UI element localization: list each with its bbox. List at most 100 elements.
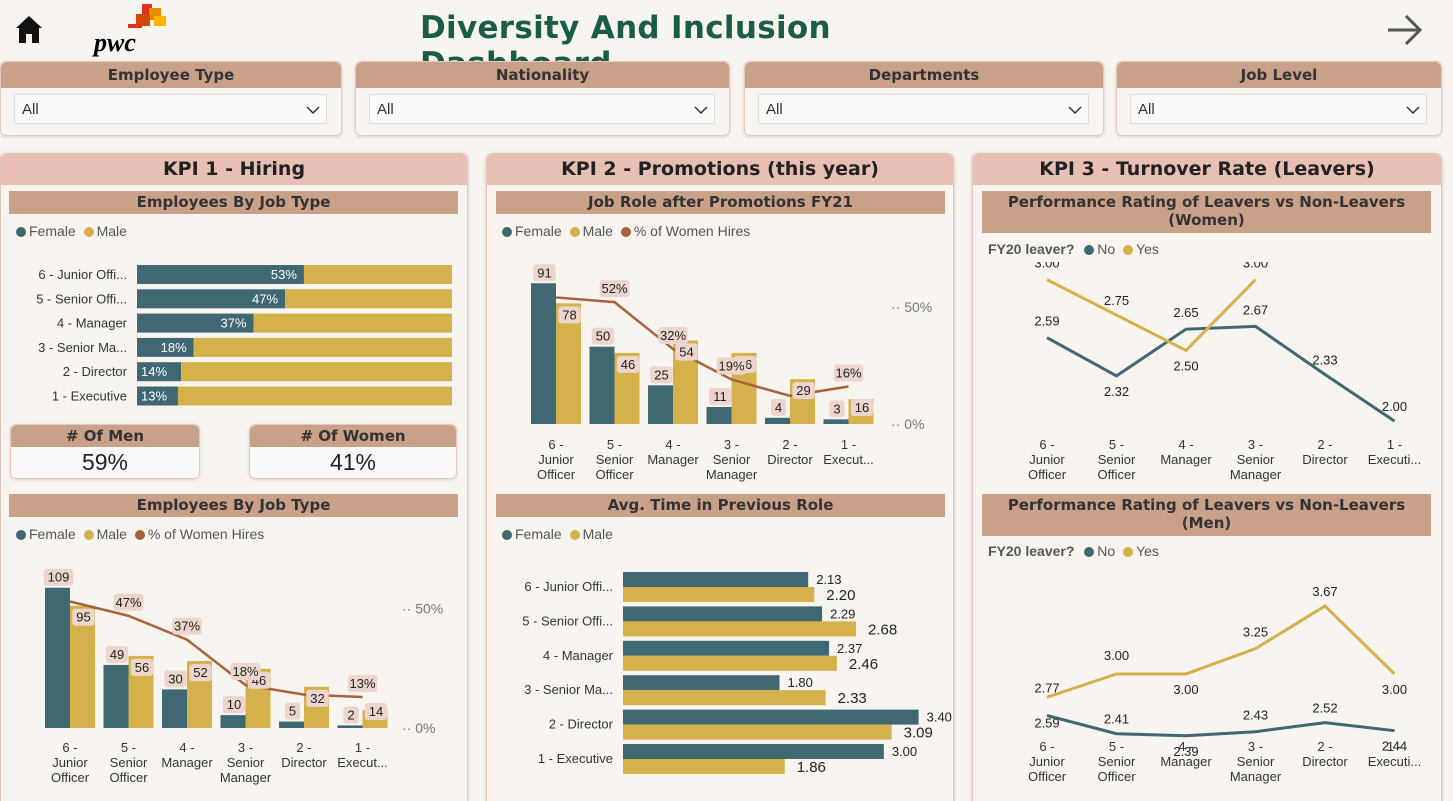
bar-male (303, 265, 452, 284)
data-label-female-bg (105, 645, 129, 663)
data-label-female: 2 (347, 707, 354, 722)
category-label: Director (281, 755, 327, 770)
data-label-male: 46 (621, 357, 635, 372)
category-label: Senior (1237, 452, 1275, 467)
data-label-male-bg (616, 355, 640, 373)
data-label-male: 56 (135, 660, 149, 675)
bar-female (623, 675, 780, 691)
bar-female (137, 337, 194, 357)
category-label: 2 - (1317, 437, 1332, 452)
job-level-dropdown[interactable]: All (1130, 94, 1427, 124)
legend-women-hires: % of Women Hires (134, 526, 264, 542)
data-label-male: 95 (76, 610, 90, 625)
category-label: Senior (713, 452, 751, 467)
category-label: Senior (1098, 754, 1136, 769)
arrow-right-icon[interactable] (1384, 10, 1424, 50)
data-label-male: 1.86 (797, 759, 826, 776)
category-label: Officer (109, 770, 148, 785)
legend-yes: Yes (1123, 543, 1159, 559)
promotions-combo-chart: ·· 50%·· 0%9178504652%255432%114619%4293… (531, 264, 932, 482)
category-label: 2 - (296, 740, 311, 755)
category-label: Director (1302, 754, 1348, 769)
category-label: Junior (1029, 452, 1065, 467)
employee-type-dropdown[interactable]: All (14, 94, 327, 124)
data-label-female: 5 (289, 704, 296, 719)
legend-women-hires: % of Women Hires (620, 223, 750, 239)
line-yes (1046, 278, 1257, 353)
slicer-label: Departments (745, 62, 1103, 88)
category-label: Senior (227, 755, 265, 770)
men-card-value: 59% (81, 449, 129, 475)
data-label: 18% (161, 340, 187, 355)
category-label: 4 - (665, 437, 680, 452)
y2-tick: ·· 50% (402, 601, 443, 617)
legend-title: FY20 leaver? (988, 543, 1075, 559)
category-label: Manager (706, 467, 758, 482)
dropdown-value: All (1138, 101, 1155, 118)
data-label-yes: 3.00 (1173, 682, 1198, 697)
y2-tick: ·· 50% (891, 299, 932, 315)
legend-dot (502, 530, 512, 540)
category-label: 1 - (841, 437, 856, 452)
legend-female: Female (16, 526, 76, 542)
bar-female (589, 346, 615, 424)
data-label: 53% (271, 267, 297, 282)
data-label-women-hires-bg (716, 357, 747, 375)
legend-male: Male (569, 223, 613, 239)
legend-no: No (1084, 543, 1115, 559)
chevron-down-icon (306, 106, 320, 115)
data-label-male: 2.46 (849, 656, 878, 673)
category-label: Manager (1230, 769, 1282, 784)
category-label: Manager (161, 755, 213, 770)
category-label: Senior (1237, 754, 1275, 769)
category-label: 4 - (1178, 739, 1193, 754)
category-label: Officer (595, 467, 634, 482)
bar-male (177, 386, 452, 406)
data-label-female: 2.29 (830, 606, 855, 621)
data-label-women-hires: 13% (349, 676, 375, 691)
category-label: 5 - (1109, 739, 1124, 754)
slicer-label: Employee Type (1, 62, 341, 88)
data-label-female: 50 (596, 329, 610, 344)
category-label: Junior (52, 755, 88, 770)
chevron-down-icon (694, 106, 708, 115)
category-label: Executi... (1368, 754, 1421, 769)
legend-male: Male (83, 526, 127, 542)
data-label-women-hires: 16% (835, 366, 861, 381)
category-label: 1 - Executive (52, 389, 127, 404)
home-icon[interactable] (14, 14, 44, 46)
category-label: Officer (1097, 467, 1136, 482)
category-label: 1 - (1387, 437, 1402, 452)
bar-female (137, 386, 178, 406)
data-label-female: 3.00 (892, 744, 917, 759)
data-label-female-bg (343, 706, 359, 724)
kpi1-chart2-title: Employees By Job Type (9, 494, 458, 517)
data-label-female-bg (164, 670, 187, 688)
data-label-male: 3.09 (904, 725, 933, 742)
departments-dropdown[interactable]: All (758, 94, 1089, 124)
category-label: Director (1302, 452, 1348, 467)
data-label-no: 2.59 (1034, 715, 1059, 730)
category-label: 4 - (179, 740, 194, 755)
legend-dot (1084, 547, 1095, 557)
category-label: 6 - (62, 740, 77, 755)
slicer-employee-type: Employee Type All (0, 61, 342, 136)
slicer-nationality: Nationality All (355, 61, 730, 136)
kpi3-chart2-title: Performance Rating of Leavers vs Non-Lea… (982, 494, 1431, 536)
category-label: 5 - Senior Offi... (522, 613, 613, 628)
nationality-dropdown[interactable]: All (369, 94, 715, 124)
slicer-job-level: Job Level All (1116, 61, 1442, 136)
legend-dot (1084, 245, 1095, 255)
dropdown-value: All (377, 101, 394, 118)
category-label: 3 - (1248, 437, 1263, 452)
pwc-logo-text: pwc (94, 28, 136, 57)
data-label-male: 78 (562, 307, 576, 322)
legend-dot (502, 227, 512, 237)
category-label: 1 - (1387, 739, 1402, 754)
legend-yes: Yes (1123, 241, 1159, 257)
data-label-yes: 3.67 (1312, 584, 1337, 599)
category-label: Senior (110, 755, 148, 770)
category-label: Officer (1028, 467, 1067, 482)
legend-dot (83, 530, 94, 540)
data-label-female-bg (222, 696, 246, 714)
